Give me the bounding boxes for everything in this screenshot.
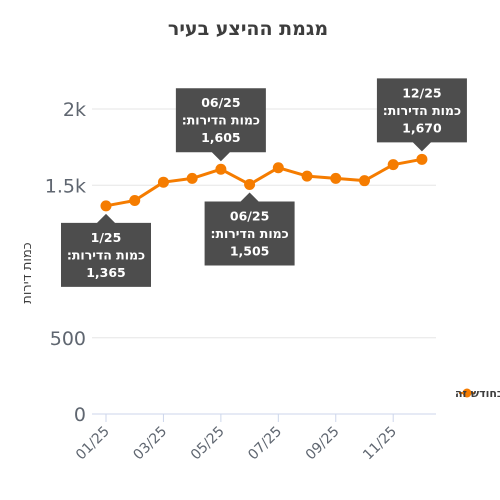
- annotation-callout: 1/25 כמות הדירות: 1,365: [61, 213, 151, 287]
- annotation-box: [376, 78, 467, 152]
- y-axis-label-group: כמות דירות: [18, 226, 44, 322]
- annotation-callout: 06/25 כמות הדירות: 1,605: [175, 88, 266, 162]
- x-tick-label: 11/25: [360, 424, 400, 464]
- annotation-text: 06/25: [230, 208, 269, 223]
- y-tick-label: 1.5k: [45, 175, 86, 197]
- annotation-box: [175, 88, 266, 162]
- data-point[interactable]: [215, 163, 227, 175]
- data-point[interactable]: [186, 172, 198, 184]
- annotation-box: [61, 213, 151, 287]
- data-point[interactable]: [244, 178, 256, 190]
- annotation-text: 1,365: [86, 265, 126, 280]
- chart-title: מגמת ההיצע בעיר: [168, 18, 328, 40]
- annotation-text: 06/25: [201, 95, 240, 110]
- y-tick-label: 500: [50, 328, 86, 350]
- annotation-text: כמות הדירות:: [210, 226, 288, 241]
- annotations: 1/25 כמות הדירות: 1,365 06/25 כמות הדירות: 1,…: [61, 78, 467, 287]
- annotation-text: כמות הדירות:: [182, 113, 260, 128]
- x-tick-label: 09/25: [303, 424, 343, 464]
- data-point[interactable]: [387, 159, 399, 171]
- legend: כמות הדירות המוצעות בחודש זה: [455, 387, 500, 400]
- annotation-callout: 06/25 כמות הדירות: 1,505: [204, 192, 295, 266]
- x-tick-label: 03/25: [130, 424, 170, 464]
- annotation-box: [204, 192, 295, 266]
- annotation-text: 1/25: [91, 230, 122, 245]
- legend-marker: [462, 388, 472, 398]
- series-group: [100, 153, 428, 212]
- x-tick-label: 07/25: [245, 424, 285, 464]
- annotation-text: כמות הדירות:: [383, 103, 461, 118]
- annotation-text: 12/25: [402, 85, 441, 100]
- y-axis-label-bg: [18, 226, 44, 322]
- y-axis-label: כמות דירות: [20, 242, 35, 303]
- annotation-callout: 12/25 כמות הדירות: 1,670: [376, 78, 467, 152]
- annotation-text: כמות הדירות:: [67, 247, 145, 262]
- annotation-text: 1,670: [402, 120, 442, 135]
- data-point[interactable]: [157, 176, 169, 188]
- x-axis: 01/25 03/25 05/25 07/25 09/25 11/25: [73, 414, 400, 463]
- legend-label: כמות הדירות המוצעות בחודש זה: [455, 387, 500, 400]
- data-point[interactable]: [272, 162, 284, 174]
- annotation-text: 1,505: [230, 243, 270, 258]
- x-tick-label: 05/25: [188, 424, 228, 464]
- data-point[interactable]: [129, 195, 141, 206]
- series-line: [105, 157, 423, 208]
- y-tick-label: 0: [74, 404, 86, 426]
- data-point[interactable]: [100, 200, 112, 212]
- y-tick-label: 2k: [63, 99, 86, 121]
- annotation-text: 1,605: [201, 130, 241, 145]
- data-point[interactable]: [330, 172, 342, 184]
- x-tick-label: 01/25: [73, 424, 113, 464]
- data-point[interactable]: [301, 170, 313, 182]
- y-axis: 0 500 1.5k 2k: [45, 99, 86, 426]
- data-point[interactable]: [358, 175, 370, 187]
- data-point[interactable]: [416, 153, 428, 165]
